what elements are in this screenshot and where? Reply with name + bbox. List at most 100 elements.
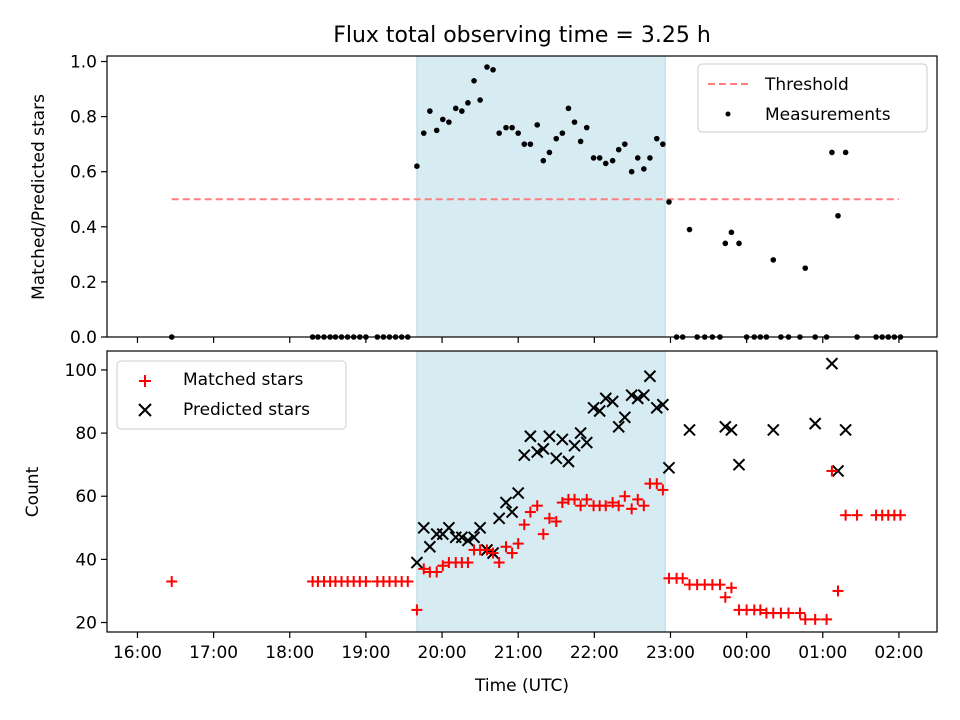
matched-star-point xyxy=(894,509,906,521)
top-y-axis-label: Matched/Predicted stars xyxy=(29,94,49,300)
predicted-star-point xyxy=(599,392,612,405)
predicted-star-point xyxy=(625,388,638,402)
measurement-point xyxy=(609,157,616,164)
matched-star-point xyxy=(462,557,474,569)
measurement-point xyxy=(471,77,477,84)
predicted-star-point xyxy=(492,512,506,525)
predicted-star-point xyxy=(643,370,657,383)
predicted-star-point xyxy=(612,420,625,433)
measurement-point xyxy=(565,105,572,112)
predicted-star-point xyxy=(732,458,746,471)
bottom-plot-frame xyxy=(106,350,938,633)
matched-star-point xyxy=(556,497,568,509)
measurement-point xyxy=(553,135,560,142)
matched-star-point xyxy=(487,547,499,559)
predicted-star-point xyxy=(725,423,738,437)
matched-star-point xyxy=(524,506,536,518)
matched-star-point xyxy=(619,490,631,502)
matched-star-point xyxy=(714,579,726,591)
predicted-star-point xyxy=(467,531,481,544)
predicted-star-point xyxy=(531,445,544,459)
predicted-star-point xyxy=(831,464,845,478)
predicted-star-point xyxy=(556,433,569,446)
bottom-x-tick-label: 02:00 xyxy=(874,643,923,663)
matched-star-point xyxy=(437,560,449,572)
top-y-tick-label: 0.8 xyxy=(70,108,97,128)
measurement-point xyxy=(596,155,603,161)
measurement-point xyxy=(452,105,459,112)
predicted-star-point xyxy=(719,420,732,433)
predicted-star-point xyxy=(662,461,676,475)
measurement-point xyxy=(496,130,502,136)
bottom-legend: Matched stars Predicted stars xyxy=(116,360,347,430)
predicted-star-point xyxy=(631,392,644,405)
measurement-point xyxy=(653,135,660,142)
measurement-point xyxy=(835,212,841,219)
top-y-tick-label: 0.0 xyxy=(70,328,97,348)
matched-star-point xyxy=(613,500,625,512)
top-legend-box xyxy=(697,63,928,133)
matched-star-point xyxy=(799,613,811,625)
measurement-point xyxy=(722,240,729,247)
matched-star-point xyxy=(575,500,587,512)
predicted-legend-swatch xyxy=(138,403,152,417)
predicted-star-point xyxy=(587,401,600,415)
predicted-star-point xyxy=(410,556,424,569)
matched-star-point xyxy=(657,484,669,496)
matched-star-point xyxy=(512,538,524,550)
predicted-star-point xyxy=(574,426,587,440)
matched-star-point xyxy=(537,528,549,540)
predicted-star-point xyxy=(637,388,651,402)
measurement-point xyxy=(527,141,534,147)
matched-star-point xyxy=(402,575,414,587)
predicted-star-point xyxy=(505,505,519,519)
matched-star-point xyxy=(531,500,543,512)
predicted-star-point xyxy=(580,436,593,449)
measurement-point xyxy=(736,240,742,247)
bottom-x-tick-label: 22:00 xyxy=(570,643,619,663)
measurements-legend-swatch xyxy=(725,111,731,117)
predicted-star-point xyxy=(568,439,581,452)
bottom-x-axis: 16:00 17:00 18:00 19:00 20:00 21:00 22:00 23:00… xyxy=(113,632,923,663)
measurement-point xyxy=(641,166,647,172)
measurement-point xyxy=(770,257,777,263)
predicted-star-point xyxy=(543,430,556,443)
bottom-x-tick-label: 18:00 xyxy=(265,643,314,663)
bottom-panel: 20 40 60 80 100 16:00 17:00 18:00 19:00 20:00 21:… xyxy=(23,350,938,696)
matched-star-point xyxy=(166,575,178,587)
bottom-legend-box xyxy=(116,360,347,430)
predicted-star-point xyxy=(839,423,852,437)
measurement-point xyxy=(465,100,471,106)
predicted-star-point xyxy=(550,452,563,465)
measurement-point xyxy=(534,122,541,128)
top-x-axis xyxy=(136,337,900,343)
top-panel: 0.0 0.2 0.4 0.6 0.8 1.0 Flux total observing … xyxy=(29,23,938,348)
matched-star-point xyxy=(493,557,505,569)
matched-star-point xyxy=(725,582,737,594)
measurement-point xyxy=(571,119,578,125)
matched-star-point xyxy=(826,465,838,477)
matched-star-point xyxy=(431,566,443,578)
measurement-point xyxy=(477,97,483,103)
bottom-x-tick-label: 17:00 xyxy=(189,643,238,663)
measurement-point xyxy=(660,141,666,147)
predicted-star-point xyxy=(618,411,632,424)
measurement-point xyxy=(842,149,849,156)
bottom-x-tick-label: 16:00 xyxy=(113,643,162,663)
top-y-tick-label: 0.2 xyxy=(70,273,97,293)
predicted-star-point xyxy=(650,401,663,415)
measurement-point xyxy=(634,155,641,161)
matched-star-point xyxy=(821,613,833,625)
matched-star-point xyxy=(632,493,644,505)
matched-star-point xyxy=(851,509,863,521)
top-plot-frame xyxy=(106,55,938,338)
matched-star-point xyxy=(600,500,612,512)
measurement-point xyxy=(728,229,735,236)
matched-star-point xyxy=(719,591,731,603)
matched-star-point xyxy=(607,497,619,509)
top-legend: Threshold Measurements xyxy=(697,63,928,133)
predicted-star-point xyxy=(767,423,780,437)
matched-star-point xyxy=(543,512,555,524)
measurement-point xyxy=(521,141,528,147)
